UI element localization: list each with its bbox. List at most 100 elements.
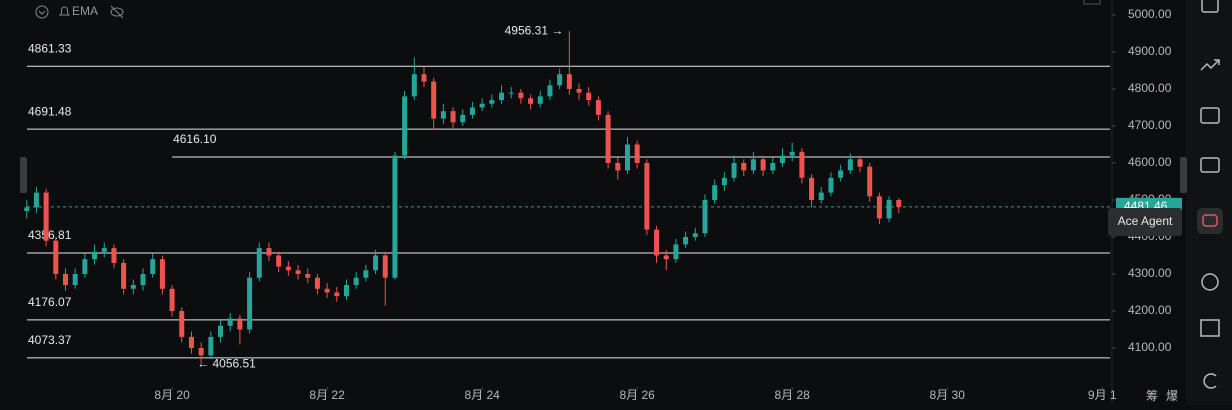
tooltip-text: Ace Agent bbox=[1118, 214, 1173, 228]
candle-body bbox=[702, 199, 708, 234]
candle-body bbox=[847, 159, 853, 171]
price-level-label: 4616.10 bbox=[173, 132, 217, 146]
candle-body bbox=[402, 96, 408, 156]
candle-body bbox=[295, 270, 301, 274]
candle-body bbox=[857, 159, 863, 167]
candle-body bbox=[508, 92, 514, 94]
candle-body bbox=[537, 96, 543, 104]
funds-icon[interactable] bbox=[1201, 0, 1219, 13]
candle-body bbox=[799, 151, 805, 178]
candle-body bbox=[266, 248, 272, 256]
x-axis: 8月 20 8月 22 8月 24 8月 26 8月 28 8月 30 9月 1 bbox=[154, 387, 1117, 402]
x-tick-label: 9月 1 bbox=[1088, 388, 1117, 402]
candle-body bbox=[760, 159, 766, 171]
candle-body bbox=[528, 98, 534, 104]
candle-body bbox=[557, 74, 563, 86]
candle-body bbox=[576, 88, 582, 93]
visibility-icon[interactable] bbox=[110, 7, 124, 17]
candle-body bbox=[838, 170, 844, 178]
x-tick-label: 8月 22 bbox=[309, 388, 345, 402]
candle-body bbox=[431, 81, 437, 119]
candle-body bbox=[382, 255, 388, 278]
candle-body bbox=[499, 92, 505, 101]
candle-body bbox=[624, 144, 630, 171]
agent-icon bbox=[1202, 214, 1218, 227]
candle-body bbox=[218, 325, 224, 337]
candle-body bbox=[150, 259, 156, 274]
price-level-label: 4176.07 bbox=[28, 295, 72, 309]
candle-body bbox=[169, 288, 175, 311]
candle-body bbox=[692, 233, 698, 237]
x-tick-label: 8月 28 bbox=[775, 388, 811, 402]
candle-body bbox=[615, 162, 621, 171]
y-tick-label: 5000.00 bbox=[1128, 7, 1172, 21]
plot-area bbox=[0, 0, 1110, 387]
candle-body bbox=[818, 192, 824, 200]
candle-body bbox=[353, 277, 359, 286]
indicator-name[interactable]: EMA bbox=[72, 4, 98, 18]
collapse-icon bbox=[38, 10, 46, 15]
collapse-button[interactable] bbox=[35, 5, 49, 19]
trend-icon[interactable] bbox=[1200, 59, 1220, 71]
y-tick-label: 4100.00 bbox=[1128, 340, 1172, 354]
candle-body bbox=[179, 310, 185, 337]
candle-body bbox=[121, 262, 127, 289]
swap-icon[interactable] bbox=[1201, 273, 1219, 291]
monitor-icon[interactable] bbox=[1200, 107, 1220, 124]
layout-icon[interactable] bbox=[1200, 319, 1220, 337]
candle-body bbox=[392, 155, 398, 278]
candle-body bbox=[188, 336, 194, 349]
support-icon[interactable] bbox=[1203, 373, 1217, 389]
candle-body bbox=[411, 74, 417, 97]
y-axis: 4100.004200.004300.004400.004500.004600.… bbox=[1112, 7, 1182, 354]
candle-body bbox=[305, 273, 311, 278]
candle-body bbox=[256, 248, 262, 278]
right-handle[interactable] bbox=[1180, 157, 1187, 193]
candle-body bbox=[92, 251, 98, 260]
candle-body bbox=[886, 199, 892, 219]
side-label[interactable]: 爆 bbox=[1166, 389, 1178, 403]
candle-body bbox=[867, 166, 873, 197]
candle-body bbox=[566, 74, 572, 89]
x-tick-label: 8月 24 bbox=[464, 388, 500, 402]
candle-body bbox=[731, 162, 737, 178]
candle-body bbox=[111, 248, 117, 263]
candle-body bbox=[644, 162, 650, 230]
y-tick-label: 4700.00 bbox=[1128, 118, 1172, 132]
side-label[interactable]: 筹 bbox=[1146, 389, 1158, 403]
candle-body bbox=[334, 292, 340, 297]
corner-button[interactable] bbox=[1083, 0, 1101, 5]
candle-body bbox=[43, 192, 49, 241]
candle-body bbox=[440, 111, 446, 119]
candle-body bbox=[479, 103, 485, 108]
etf-icon[interactable] bbox=[1200, 157, 1220, 173]
candle-body bbox=[634, 144, 640, 163]
candle-body bbox=[789, 151, 795, 156]
candle-body bbox=[285, 266, 291, 271]
candle-body bbox=[663, 255, 669, 260]
candle-body bbox=[53, 240, 59, 274]
candle-body bbox=[421, 74, 427, 82]
candle-body bbox=[33, 192, 39, 208]
candle-body bbox=[247, 277, 253, 330]
sidebar-icons bbox=[1197, 0, 1223, 389]
candle-body bbox=[450, 111, 456, 123]
y-tick-label: 4600.00 bbox=[1128, 155, 1172, 169]
candle-body bbox=[896, 199, 902, 207]
candle-body bbox=[276, 255, 282, 267]
candle-body bbox=[469, 107, 475, 115]
y-tick-label: 4900.00 bbox=[1128, 44, 1172, 58]
y-tick-label: 4800.00 bbox=[1128, 81, 1172, 95]
candle-body bbox=[314, 277, 320, 289]
left-handle[interactable] bbox=[20, 157, 27, 193]
price-level-label: 4691.48 bbox=[28, 104, 72, 118]
candle-body bbox=[363, 270, 369, 278]
extreme-label: ← 4056.51 bbox=[197, 356, 256, 370]
candle-body bbox=[237, 318, 243, 330]
candle-body bbox=[673, 244, 679, 260]
candle-body bbox=[460, 114, 466, 123]
sidebar bbox=[1186, 0, 1232, 405]
alert-icon[interactable] bbox=[59, 6, 70, 16]
agent-button[interactable] bbox=[1197, 208, 1223, 234]
candle-body bbox=[876, 196, 882, 219]
